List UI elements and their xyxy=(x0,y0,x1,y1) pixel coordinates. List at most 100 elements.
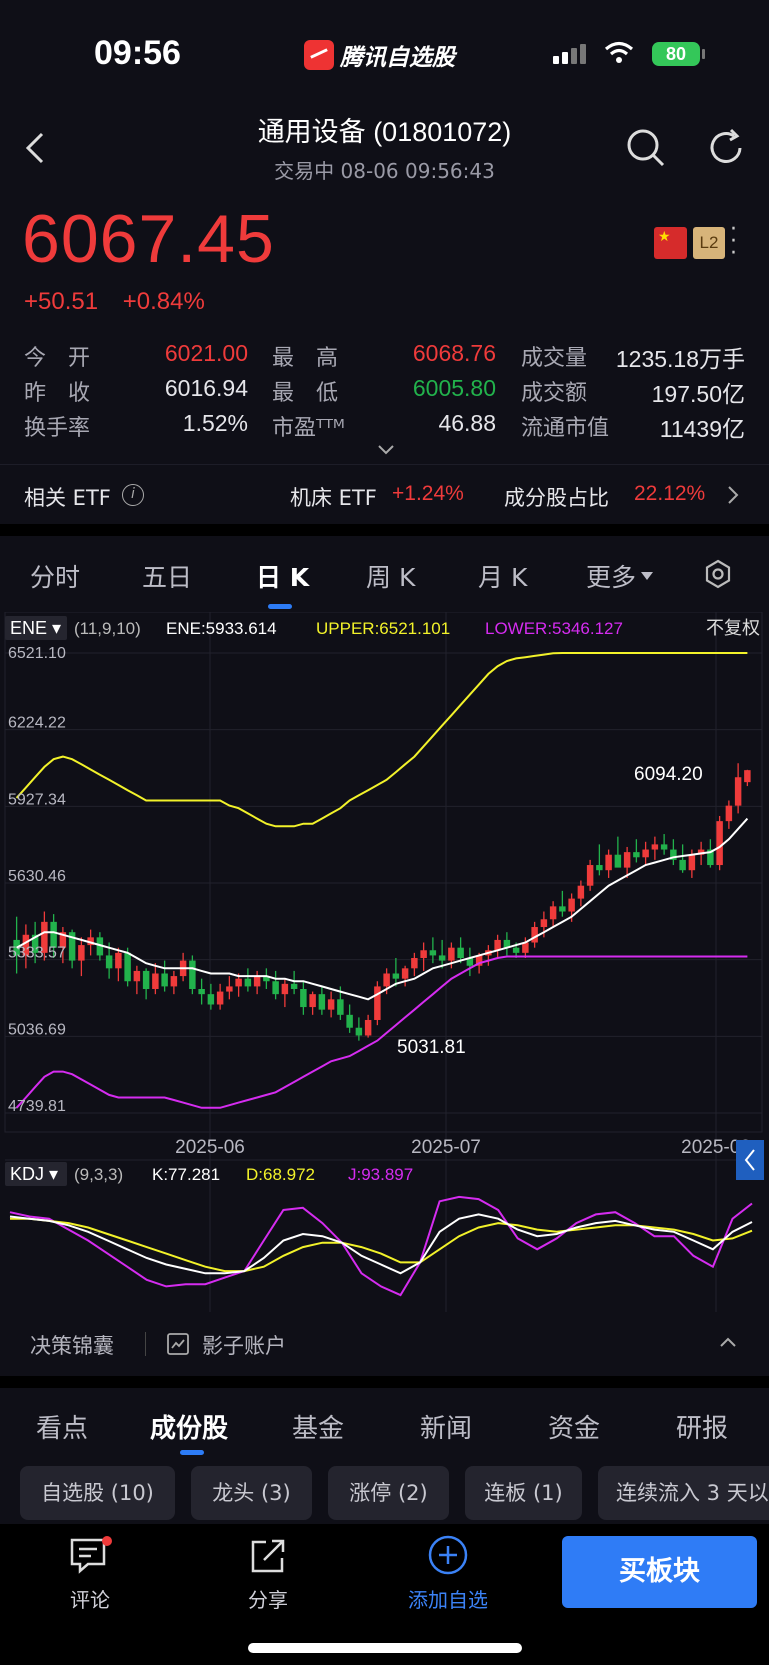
caret-down-icon xyxy=(641,572,654,580)
candle-body xyxy=(300,988,307,1008)
candle-body xyxy=(216,991,224,1005)
info-icon[interactable]: i xyxy=(122,484,144,506)
etf-name[interactable]: 机床 ETF xyxy=(290,486,377,510)
decision-kit-link[interactable]: 决策锦囊 xyxy=(30,1334,114,1358)
candle-body xyxy=(623,852,631,868)
candle-body xyxy=(522,942,529,953)
candle-body xyxy=(337,999,344,1015)
divider xyxy=(145,1332,146,1356)
share-icon[interactable] xyxy=(248,1536,288,1576)
cellular-signal-icon xyxy=(553,44,586,64)
candle-body xyxy=(577,885,585,899)
buy-sector-button[interactable]: 买板块 xyxy=(562,1536,757,1608)
chip-consecutive-board[interactable]: 连板 (1) xyxy=(465,1466,582,1520)
lower-band-line xyxy=(15,955,748,1109)
share-label[interactable]: 分享 xyxy=(248,1588,288,1612)
candle-body xyxy=(355,1027,363,1036)
stat-label: 今 开 xyxy=(24,346,91,371)
y-tick-label: 6224.22 xyxy=(8,715,66,732)
tab-highlights[interactable]: 看点 xyxy=(36,1414,89,1444)
candle-body xyxy=(734,777,742,806)
candle-body xyxy=(235,978,242,987)
tab-more[interactable]: 更多 xyxy=(586,558,654,594)
candle-body xyxy=(152,973,159,989)
candle-body xyxy=(189,960,196,989)
candle-body xyxy=(466,958,474,966)
candle-body xyxy=(697,849,705,855)
candle-body xyxy=(438,955,446,961)
home-indicator[interactable] xyxy=(248,1643,522,1653)
tab-weekly-k[interactable]: 周 K xyxy=(366,563,416,592)
level2-badge[interactable]: L2 xyxy=(693,227,725,259)
candle-body xyxy=(494,939,501,951)
candle-body xyxy=(679,859,686,871)
add-watch-icon[interactable] xyxy=(427,1534,469,1576)
search-icon[interactable] xyxy=(624,126,668,170)
candle-body xyxy=(475,955,483,966)
j-line xyxy=(9,1195,753,1297)
candle-body xyxy=(87,937,94,946)
candle-body xyxy=(59,932,67,948)
constituent-ratio-value: 22.12% xyxy=(634,482,706,505)
back-arrow-icon[interactable] xyxy=(20,128,52,168)
candle-body xyxy=(346,1014,353,1028)
candle-body xyxy=(309,994,316,1008)
chip-watchlist[interactable]: 自选股 (10) xyxy=(20,1466,175,1520)
candle-body xyxy=(263,976,270,982)
candle-body xyxy=(503,939,511,948)
ene-name: ENE ▾ xyxy=(10,618,61,638)
related-etf-row[interactable] xyxy=(0,464,769,526)
y-tick-label: 6521.10 xyxy=(8,645,66,662)
chart-settings-icon[interactable] xyxy=(702,558,734,590)
tab-monthly-k[interactable]: 月 K xyxy=(478,563,528,592)
candle-body xyxy=(457,947,464,959)
tab-news[interactable]: 新闻 xyxy=(420,1414,473,1444)
chevron-left-icon xyxy=(744,1149,755,1171)
chip-limit-up[interactable]: 涨停 (2) xyxy=(328,1466,449,1520)
trading-status: 交易中 08-06 09:56:43 xyxy=(274,159,495,183)
ene-params: (11,9,10) xyxy=(74,619,141,638)
chevron-right-icon[interactable] xyxy=(726,484,740,506)
chevron-up-icon[interactable] xyxy=(718,1334,738,1348)
chart-frame xyxy=(4,612,763,1133)
x-tick-label: 2025-08 xyxy=(681,1137,751,1158)
tab-intraday[interactable]: 分时 xyxy=(30,563,81,592)
china-flag-icon[interactable]: ★ xyxy=(654,227,687,259)
stat-value: 6068.76 xyxy=(412,340,496,366)
tab-daily-k[interactable]: 日 K xyxy=(256,563,310,592)
tab-capital[interactable]: 资金 xyxy=(548,1414,601,1444)
x-tick-label: 2025-07 xyxy=(411,1137,481,1158)
tab-funds[interactable]: 基金 xyxy=(292,1414,345,1444)
section-divider xyxy=(0,1376,769,1388)
candle-body xyxy=(559,906,566,912)
chip-leaders[interactable]: 龙头 (3) xyxy=(191,1466,312,1520)
stat-label: 市盈ᵀᵀᴹ xyxy=(272,416,345,441)
change-percent: +0.84% xyxy=(122,288,205,315)
candle-body xyxy=(50,921,57,948)
chip-inflow-3days[interactable]: 连续流入 3 天以 xyxy=(598,1466,769,1520)
candle-body xyxy=(133,970,141,982)
candle-body xyxy=(31,934,39,953)
add-watch-label[interactable]: 添加自选 xyxy=(408,1588,488,1612)
chart-box-icon[interactable] xyxy=(166,1332,190,1356)
expand-chevron-icon[interactable] xyxy=(376,442,396,456)
tab-research[interactable]: 研报 xyxy=(676,1414,729,1444)
tab-five-day[interactable]: 五日 xyxy=(142,563,193,592)
comment-icon[interactable] xyxy=(68,1536,112,1576)
d-line xyxy=(10,1217,753,1273)
more-options-icon[interactable]: · · · xyxy=(730,217,737,266)
candle-body xyxy=(96,937,104,956)
wifi-icon xyxy=(604,40,634,70)
y-tick-label: 5333.57 xyxy=(8,945,66,962)
candle-body xyxy=(448,947,455,961)
candle-body xyxy=(115,952,122,969)
refresh-icon[interactable] xyxy=(704,126,748,170)
kline-chart[interactable]: ENE ▾ (11,9,10) ENE:5933.614 UPPER:6521.101… xyxy=(0,612,769,1312)
shadow-account-link[interactable]: 影子账户 xyxy=(202,1334,286,1358)
tab-constituents[interactable]: 成份股 xyxy=(150,1414,229,1444)
candle-body xyxy=(411,958,418,969)
active-tab-indicator xyxy=(180,1450,204,1455)
y-tick-label: 4739.81 xyxy=(8,1098,66,1115)
candle-body xyxy=(596,865,603,871)
comment-label[interactable]: 评论 xyxy=(70,1588,110,1612)
